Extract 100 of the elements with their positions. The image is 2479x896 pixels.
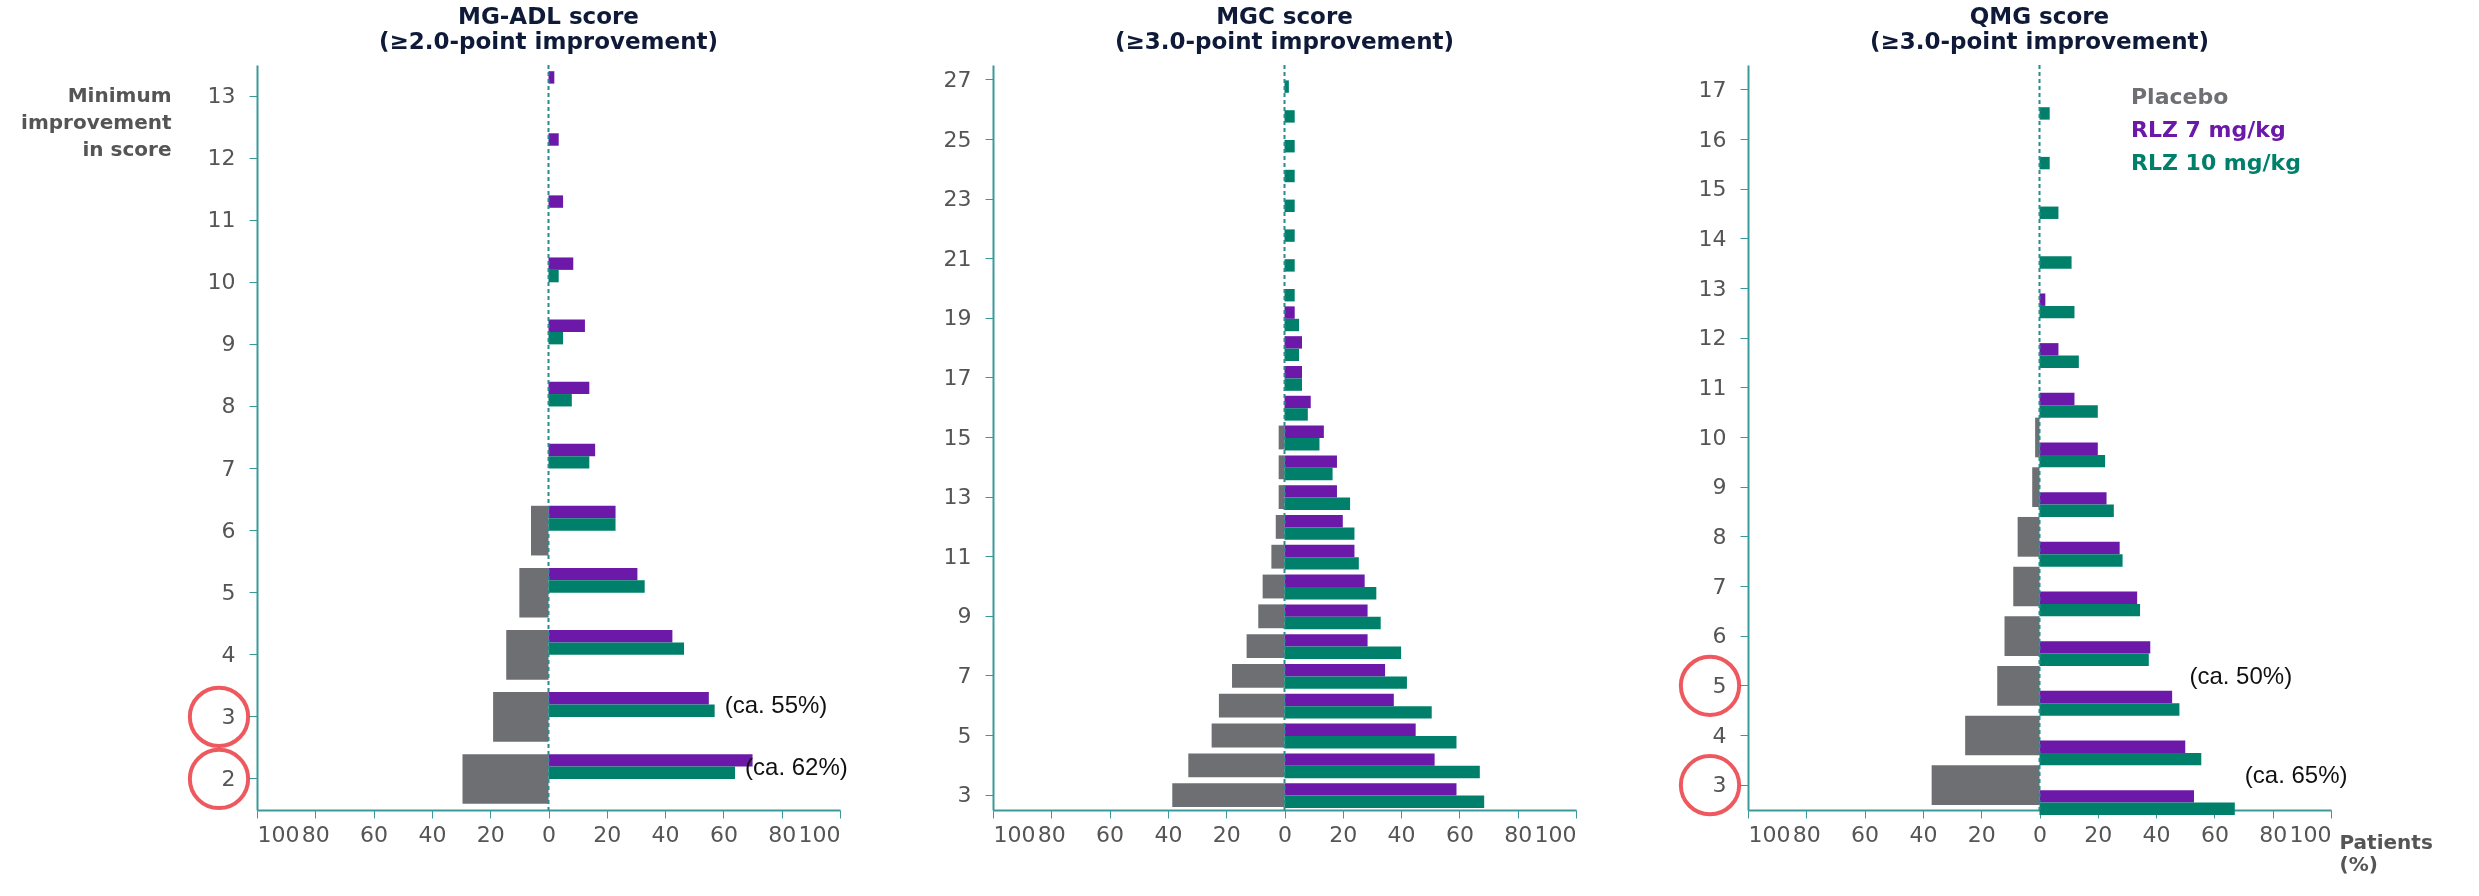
bar — [1284, 229, 1295, 242]
x-tick-label: 40 — [1909, 821, 1938, 847]
chart-title: MGC score — [1216, 3, 1353, 29]
annotation: (ca. 50%) — [2189, 661, 2293, 689]
bar — [548, 443, 596, 457]
bar — [493, 692, 549, 742]
annotation: (ca. 65%) — [2244, 761, 2348, 789]
x-tick-label: 100 — [798, 821, 841, 847]
bar — [2039, 541, 2120, 555]
bar — [1284, 199, 1295, 213]
y-tick-label: 3 — [957, 782, 972, 808]
y-tick-label: 3 — [221, 703, 236, 729]
bar — [2039, 690, 2173, 704]
bar — [1284, 587, 1377, 600]
bar — [548, 269, 559, 283]
bar — [1284, 544, 1355, 558]
bar — [1284, 110, 1295, 123]
bar — [1284, 336, 1302, 349]
y-tick-label: 12 — [207, 145, 236, 171]
bar — [2039, 591, 2138, 604]
bar — [548, 692, 709, 705]
bar — [2039, 603, 2141, 617]
y-tick-label: 9 — [957, 603, 972, 629]
y-tick-label: 27 — [943, 66, 972, 92]
y-tick-label: 8 — [221, 393, 236, 419]
y-tick-label: 13 — [943, 484, 972, 510]
bar — [1284, 485, 1337, 498]
chart-title: MG-ADL score — [458, 3, 639, 29]
bar — [2039, 343, 2059, 356]
x-tick-label: 0 — [2033, 821, 2047, 847]
bar — [2039, 442, 2098, 455]
y-tick-label: 7 — [957, 662, 972, 688]
bar — [2039, 802, 2235, 815]
x-tick-label: 80 — [1504, 821, 1533, 847]
bar — [1246, 634, 1285, 659]
bar — [2039, 790, 2194, 803]
bar — [1271, 544, 1285, 569]
x-tick-label: 20 — [476, 821, 505, 847]
bar — [2039, 504, 2114, 517]
x-tick-label: 80 — [1037, 821, 1066, 847]
x-tick-label: 20 — [1967, 821, 1996, 847]
x-tick-label: 40 — [651, 821, 680, 847]
bar — [1284, 395, 1311, 409]
bar — [2039, 256, 2072, 269]
x-tick-label: 60 — [360, 821, 389, 847]
y-tick-label: 8 — [1712, 523, 1727, 549]
bar — [2039, 454, 2106, 468]
bar — [1284, 365, 1302, 379]
x-tick-label: 80 — [2259, 821, 2288, 847]
y-tick-label: 6 — [221, 517, 236, 543]
bar — [462, 754, 549, 804]
bar — [1284, 467, 1333, 481]
y-tick-label: 9 — [1712, 474, 1727, 500]
bar — [1284, 348, 1300, 362]
y-tick-label: 13 — [1698, 275, 1727, 301]
bar — [548, 518, 616, 531]
bar — [1172, 783, 1285, 808]
x-tick-label: 0 — [542, 821, 556, 847]
bar — [519, 567, 549, 618]
bar — [2032, 467, 2040, 508]
bar — [1284, 306, 1295, 319]
bar — [1284, 723, 1416, 736]
x-tick-label: 80 — [1792, 821, 1821, 847]
y-tick-label: 7 — [221, 455, 236, 481]
bar — [2039, 703, 2180, 716]
bar — [1284, 663, 1386, 677]
y-tick-label: 11 — [207, 207, 236, 233]
annotation: (ca. 55%) — [724, 690, 828, 718]
y-tick-label: 5 — [1712, 672, 1727, 698]
y-tick-label: 3 — [1712, 772, 1727, 798]
bar — [1997, 665, 2040, 706]
bar — [1262, 574, 1285, 599]
y-tick-label: 10 — [1698, 424, 1727, 450]
x-tick-label: 40 — [2142, 821, 2171, 847]
bar — [1211, 723, 1285, 748]
bar — [1284, 634, 1368, 647]
bar — [1284, 693, 1394, 707]
bar — [1284, 497, 1351, 511]
x-tick-label: 40 — [1387, 821, 1416, 847]
x-tick-label: 20 — [2084, 821, 2113, 847]
x-tick-label: 60 — [1096, 821, 1125, 847]
y-tick-label: 15 — [943, 424, 972, 450]
x-tick-label: 20 — [1212, 821, 1241, 847]
x-tick-label: 20 — [1329, 821, 1358, 847]
x-tick-label: 100 — [993, 821, 1036, 847]
bar — [1284, 574, 1365, 587]
bar — [548, 319, 585, 332]
y-tick-label: 7 — [1712, 573, 1727, 599]
x-tick-label: 100 — [257, 821, 300, 847]
bar — [2039, 554, 2123, 567]
bar — [1275, 514, 1285, 539]
bar — [2039, 392, 2075, 406]
chart-title: QMG score — [1969, 3, 2110, 29]
y-tick-label: 5 — [221, 579, 236, 605]
x-tick-label: 80 — [301, 821, 330, 847]
y-tick-label: 4 — [1712, 722, 1727, 748]
y-tick-label: 12 — [1698, 325, 1727, 351]
y-tick-label: 21 — [943, 245, 972, 271]
bar — [1284, 527, 1355, 540]
bar — [1284, 753, 1435, 766]
